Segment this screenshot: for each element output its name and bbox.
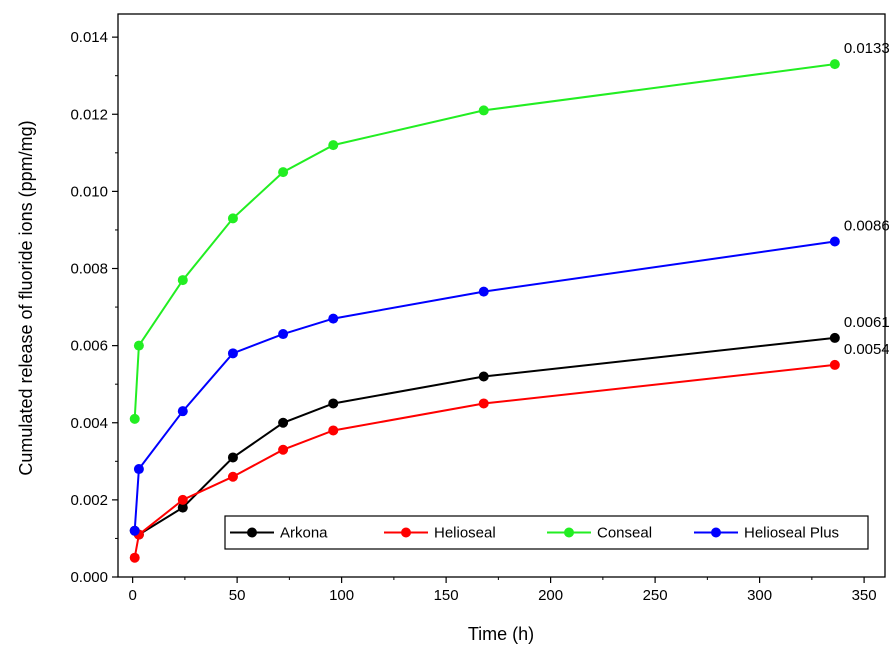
series-line <box>133 240 835 531</box>
legend-box <box>224 515 869 550</box>
y-axis-title: Cumulated release of fluoride ions (ppm/… <box>16 120 36 475</box>
series-layer <box>129 59 840 563</box>
series-line <box>133 363 835 558</box>
data-label: 0.0133 <box>844 40 889 57</box>
legend-item: Conseal <box>547 525 652 542</box>
data-point <box>227 471 238 482</box>
y-tick-label: 0.002 <box>70 492 108 509</box>
data-point <box>177 406 188 417</box>
x-tick-label: 150 <box>434 587 459 604</box>
legend-swatch-marker <box>564 527 574 538</box>
series-line <box>134 336 835 536</box>
data-point <box>328 398 339 409</box>
legend-swatch-marker <box>401 527 411 538</box>
data-point <box>478 105 489 116</box>
x-axis-title: Time (h) <box>468 624 534 644</box>
data-point <box>278 329 289 340</box>
data-point <box>129 552 140 563</box>
plot-border <box>117 13 886 578</box>
y-tick-label: 0.006 <box>70 338 108 355</box>
data-point <box>328 313 339 324</box>
annotation-layer: 0.0133 0.0086 0.0061 0.0054 <box>844 40 889 358</box>
series-helioseal <box>129 359 840 563</box>
data-point <box>129 413 140 424</box>
x-tick-label: 100 <box>329 587 354 604</box>
data-point <box>278 417 289 428</box>
y-tick-label: 0.008 <box>70 261 108 278</box>
data-point <box>278 167 289 178</box>
legend-item: Helioseal <box>384 525 496 542</box>
x-tick-label: 200 <box>538 587 563 604</box>
series-conseal <box>129 59 840 424</box>
legend-item: Arkona <box>230 525 328 542</box>
series-line <box>133 63 835 419</box>
legend-item: Helioseal Plus <box>694 525 839 542</box>
data-point <box>133 340 144 351</box>
legend-label: Arkona <box>280 525 328 542</box>
data-point <box>227 452 238 463</box>
legend: Arkona Helioseal Conseal Helioseal Plus <box>224 515 869 550</box>
series-helioseal-plus <box>129 236 840 536</box>
data-point <box>829 359 840 370</box>
data-label: 0.0061 <box>844 314 889 331</box>
plot-frame <box>117 13 886 578</box>
x-axis: 0 50 100 150 200 250 300 350 <box>128 577 877 604</box>
x-tick-label: 50 <box>229 587 246 604</box>
data-point <box>177 275 188 286</box>
data-point <box>177 502 188 513</box>
data-point <box>129 525 140 536</box>
series-arkona <box>129 332 840 540</box>
data-point <box>133 464 144 475</box>
data-point <box>829 59 840 70</box>
x-tick-label: 300 <box>747 587 772 604</box>
data-point <box>227 213 238 224</box>
x-tick-label: 250 <box>643 587 668 604</box>
data-point <box>478 398 489 409</box>
y-axis: 0.000 0.002 0.004 0.006 0.008 0.010 0.012 0.014 <box>70 29 118 586</box>
y-tick-label: 0.004 <box>70 415 108 432</box>
data-point <box>328 140 339 151</box>
data-point <box>829 332 840 343</box>
data-point <box>829 236 840 247</box>
legend-swatch-marker <box>247 527 257 538</box>
data-point <box>227 348 238 359</box>
data-label: 0.0054 <box>844 341 889 358</box>
legend-label: Conseal <box>597 525 652 542</box>
data-point <box>328 425 339 436</box>
y-tick-label: 0.010 <box>70 183 108 200</box>
x-tick-label: 350 <box>852 587 877 604</box>
legend-label: Helioseal Plus <box>744 525 839 542</box>
y-tick-label: 0.012 <box>70 106 108 123</box>
data-point <box>478 371 489 382</box>
x-tick-label: 0 <box>128 587 136 604</box>
y-tick-label: 0.014 <box>70 29 108 46</box>
data-point <box>478 286 489 297</box>
legend-swatch-marker <box>711 527 721 538</box>
data-point <box>177 494 188 505</box>
data-point <box>278 444 289 455</box>
data-label: 0.0086 <box>844 218 889 235</box>
legend-label: Helioseal <box>434 525 496 542</box>
y-tick-label: 0.000 <box>70 569 108 586</box>
